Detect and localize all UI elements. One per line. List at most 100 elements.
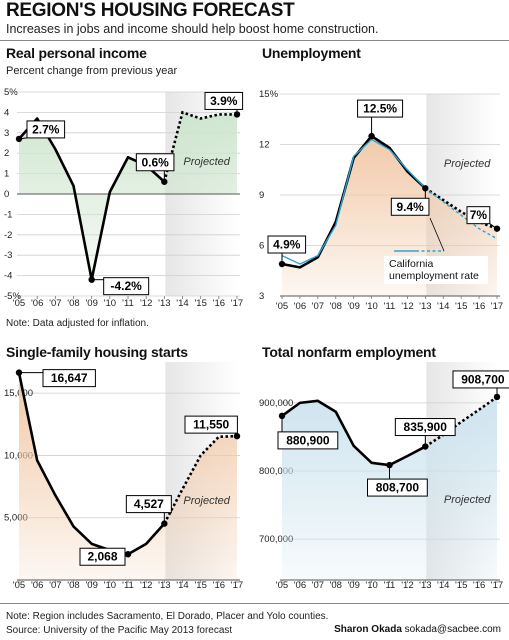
income-chart-subtitle: Percent change from previous year [6, 65, 178, 77]
projected-label: Projected [444, 494, 491, 506]
x-tick-label: '14 [176, 580, 188, 591]
x-tick-label: '17 [231, 580, 243, 591]
x-tick-label: '13 [419, 301, 431, 312]
annotation-box [42, 369, 96, 388]
chart-3: 700,000 800,000 900,000 '05 '06 '07 '08 '09 '10 '… [259, 362, 509, 591]
chart-1: 3 6 9 12 15% '05 '06 '07 '08 '09 '10 '11 '12 '13 '14 '1… [259, 89, 503, 312]
x-tick-label: '16 [213, 298, 225, 309]
annotation-label: 908,700 [461, 372, 505, 386]
x-tick-label: '17 [491, 580, 503, 591]
x-tick-label: '16 [473, 301, 485, 312]
y-tick-label: 900,000 [259, 398, 293, 409]
annotation-box [79, 547, 126, 566]
annotation-label: 4.9% [273, 238, 301, 252]
annotation-label: 7% [470, 208, 488, 222]
x-tick-label: '05 [13, 580, 25, 591]
x-tick-label: '05 [276, 580, 288, 591]
x-tick-label: '11 [384, 580, 396, 591]
y-tick-label: 0 [4, 189, 9, 200]
y-tick-label: -4 [4, 271, 12, 282]
series-line [281, 399, 426, 467]
y-tick-label: -2 [4, 230, 12, 241]
page-title: REGION'S HOUSING FORECAST [6, 0, 295, 21]
x-tick-label: '12 [140, 298, 152, 309]
leader-line [18, 137, 28, 140]
x-tick-label: '11 [384, 301, 396, 312]
income-chart-note: Note: Data adjusted for inflation. [6, 318, 149, 329]
x-tick-label: '10 [104, 298, 116, 309]
x-tick-label: '12 [401, 301, 413, 312]
x-tick-label: '09 [347, 580, 359, 591]
x-tick-label: '11 [122, 298, 134, 309]
x-tick-label: '07 [49, 580, 61, 591]
y-tick-label: 15,000 [4, 388, 33, 399]
y-tick-label: 4 [4, 107, 9, 118]
x-tick-label: '09 [85, 298, 97, 309]
annotation-label: 11,550 [193, 418, 229, 432]
y-tick-label: 12 [259, 140, 270, 151]
x-tick-label: '13 [158, 580, 170, 591]
annotation-box [267, 235, 307, 254]
legend-label: unemployment rate [389, 270, 479, 282]
annotation-box [357, 99, 404, 118]
area-fill [19, 112, 237, 280]
y-tick-label: -1 [4, 209, 12, 220]
y-tick-label: 9 [259, 190, 264, 201]
y-tick-label: 5% [4, 87, 18, 98]
annotation-box [125, 495, 172, 514]
projected-label: Projected [444, 158, 491, 170]
footer-credit: Sharon Okada sokada@sacbee.com [334, 624, 501, 635]
y-tick-label: 800,000 [259, 466, 293, 477]
annotation-box [26, 120, 66, 139]
y-tick-label: 6 [259, 241, 264, 252]
x-tick-label: '09 [85, 580, 97, 591]
annotation-box [135, 153, 175, 172]
leader-line [489, 223, 498, 230]
y-tick-label: 700,000 [259, 534, 293, 545]
y-tick-label: -3 [4, 250, 12, 261]
legend-box [384, 256, 488, 284]
annotation-label: 880,900 [286, 433, 330, 447]
data-point [278, 412, 286, 420]
x-tick-label: '11 [122, 580, 134, 591]
california-series-line-projected [424, 187, 498, 240]
chart-0: -5% -4 -3 -2 -1 0 1 2 3 4 5% '05 '06 '07 '08 '09 '10 '11 '… [4, 87, 243, 309]
x-tick-label: '12 [401, 580, 413, 591]
x-tick-label: '06 [31, 298, 43, 309]
annotation-label: 12.5% [363, 102, 397, 116]
annotation-box [390, 197, 430, 216]
annotation-box [394, 418, 456, 437]
chart-2: 5,000 10,000 15,000 '05 '06 '07 '08 '09 '10 '11 '1… [4, 362, 243, 591]
projected-label: Projected [183, 156, 230, 168]
annotation-box [204, 91, 244, 110]
x-tick-label: '17 [491, 301, 503, 312]
annotation-box [184, 415, 238, 434]
x-tick-label: '07 [312, 580, 324, 591]
y-tick-label: 3 [259, 291, 264, 302]
y-tick-label: 1 [4, 169, 9, 180]
x-tick-label: '16 [473, 580, 485, 591]
annotation-label: 808,700 [376, 481, 420, 495]
y-tick-label: 15% [259, 89, 279, 100]
x-tick-label: '15 [455, 580, 467, 591]
annotation-label: 2.7% [32, 122, 60, 136]
footer-note: Note: Region includes Sacramento, El Dor… [6, 611, 329, 622]
x-tick-label: '16 [213, 580, 225, 591]
annotation-label: 16,647 [51, 371, 88, 385]
y-tick-label: 5,000 [4, 513, 28, 524]
employment-chart-title: Total nonfarm employment [262, 344, 436, 360]
legend-leader [429, 217, 445, 252]
annotation-label: 835,900 [404, 420, 448, 434]
x-tick-label: '15 [194, 298, 206, 309]
x-tick-label: '15 [455, 301, 467, 312]
annotation-box [103, 277, 150, 296]
y-tick-label: 2 [4, 148, 9, 159]
y-tick-label: -5% [4, 291, 21, 302]
x-tick-label: '14 [437, 301, 449, 312]
page-subtitle: Increases in jobs and income should help… [6, 22, 379, 36]
x-tick-label: '13 [419, 580, 431, 591]
x-tick-label: '15 [194, 580, 206, 591]
california-series-line [281, 138, 426, 265]
bottom-divider [0, 603, 509, 604]
